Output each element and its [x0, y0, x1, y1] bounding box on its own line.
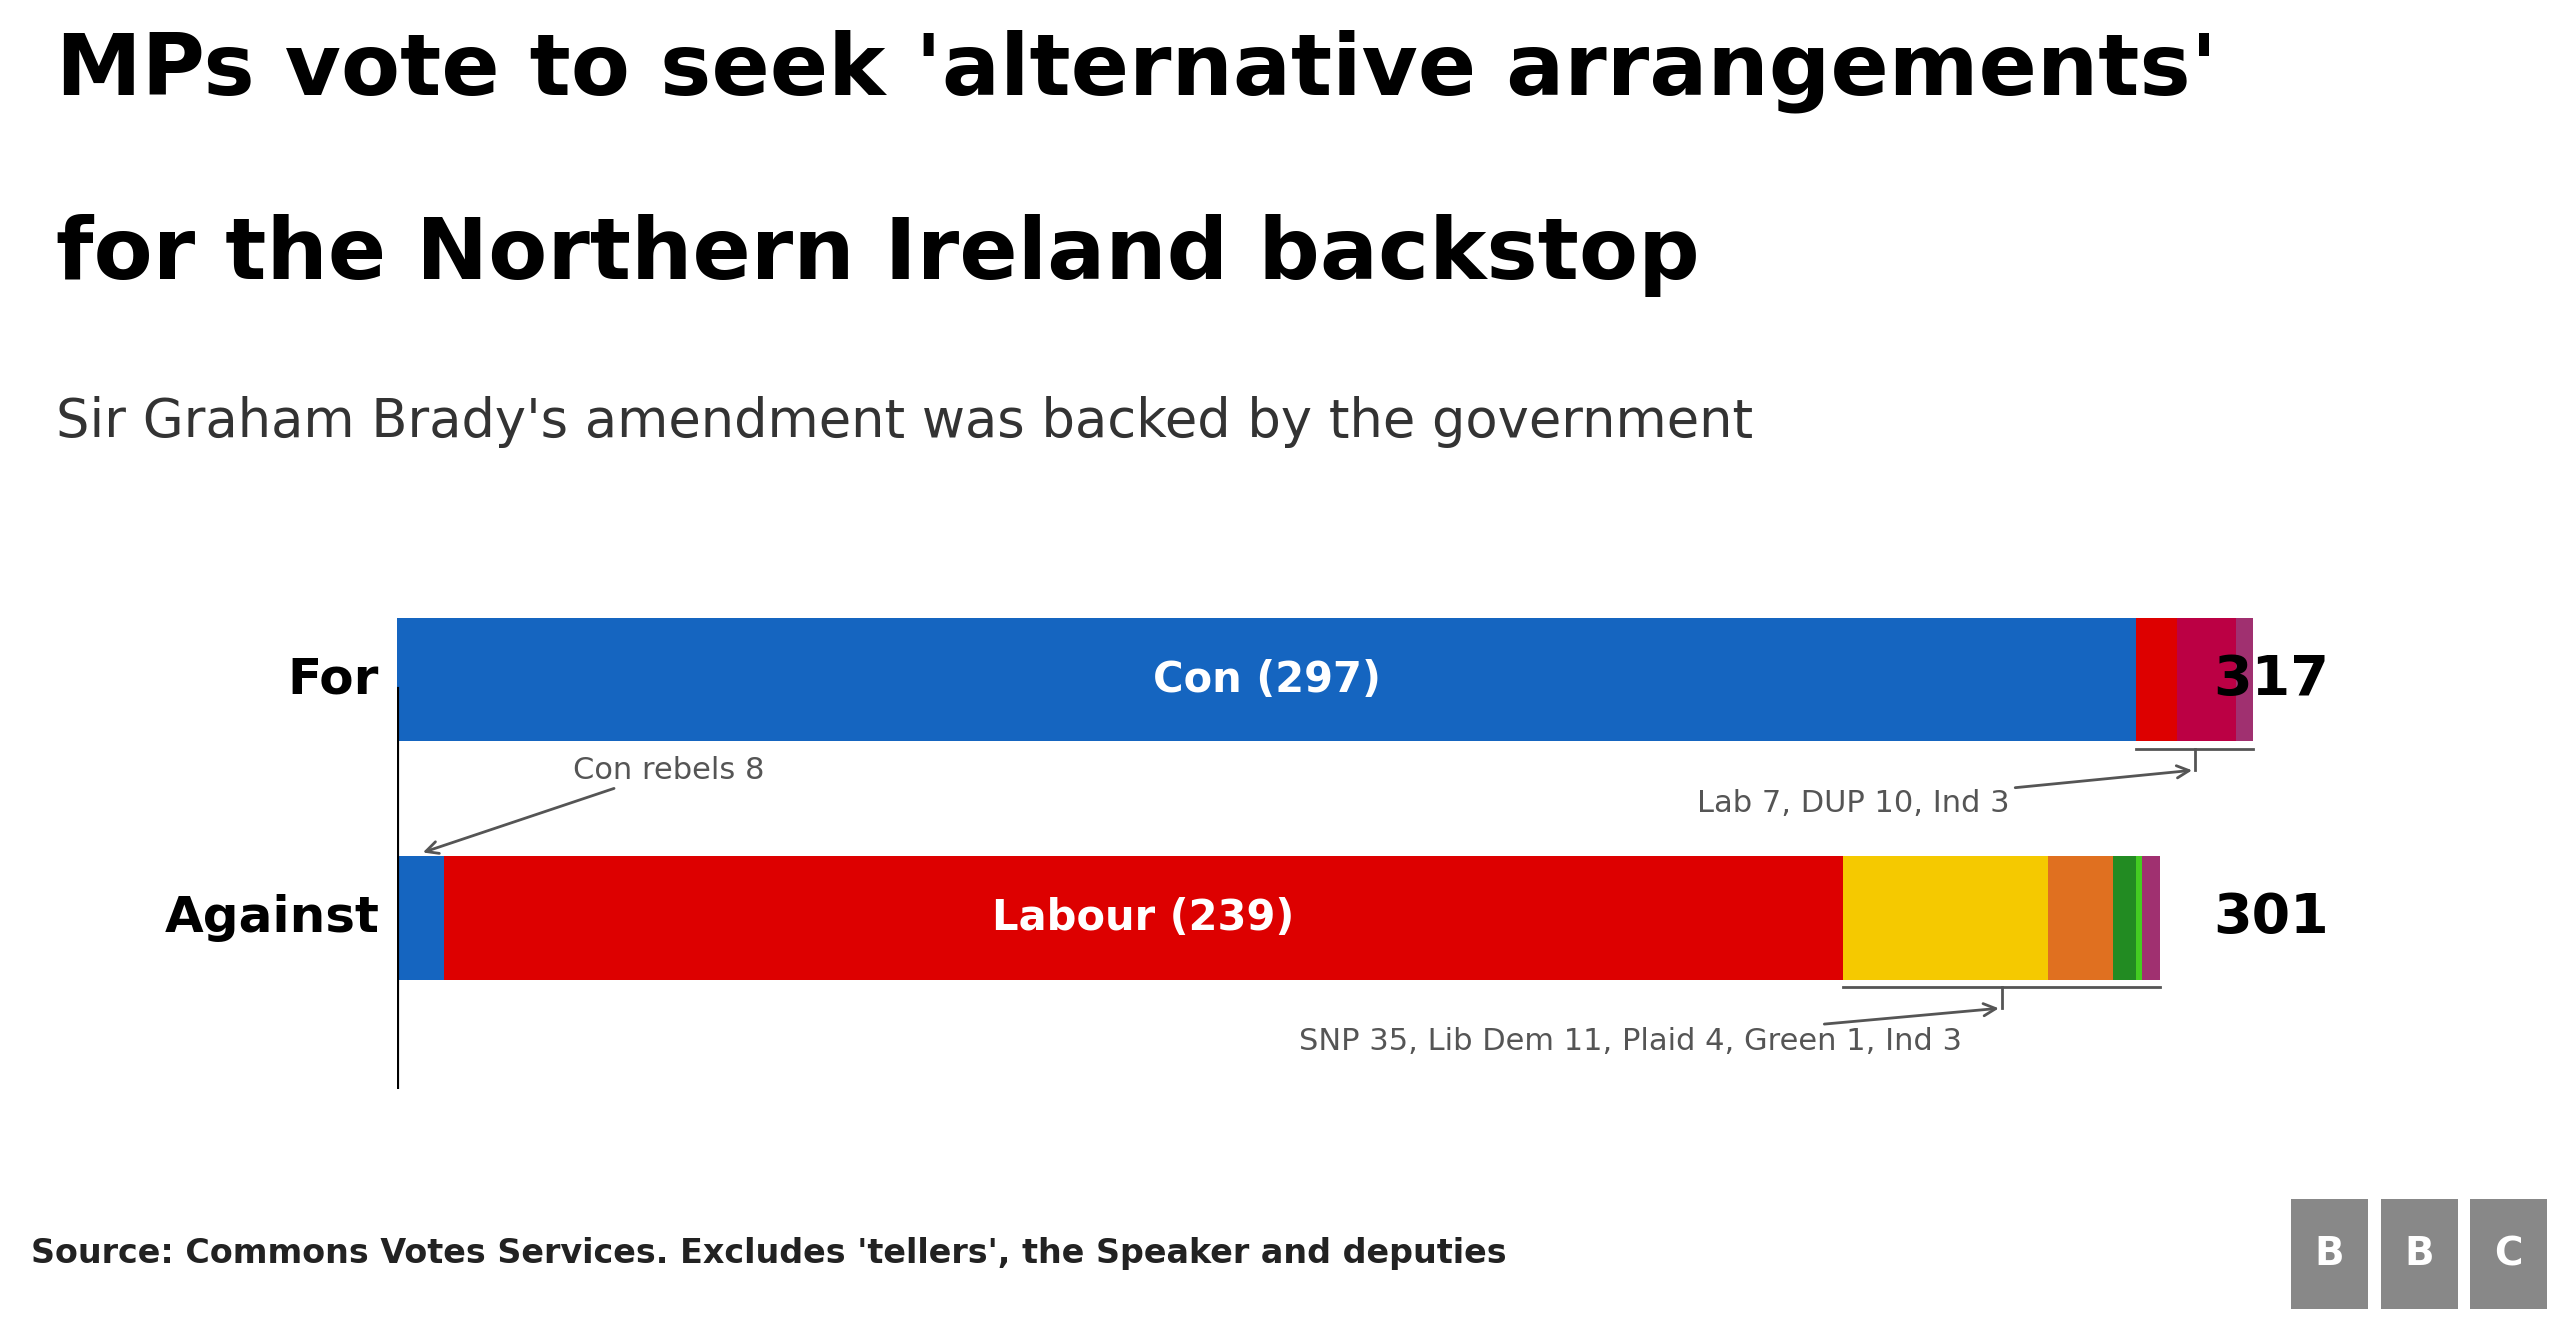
Bar [443, 855, 1843, 979]
Bar [397, 618, 2135, 742]
Text: B: B [2314, 1236, 2345, 1272]
Text: Against: Against [164, 894, 379, 941]
Text: Con rebels 8: Con rebels 8 [425, 756, 763, 854]
Text: 317: 317 [2214, 652, 2330, 706]
Text: Lab 7, DUP 10, Ind 3: Lab 7, DUP 10, Ind 3 [1697, 766, 2189, 818]
Text: For: For [287, 656, 379, 704]
Text: Sir Graham Brady's amendment was backed by the government: Sir Graham Brady's amendment was backed … [56, 396, 1754, 447]
Bar [2048, 855, 2112, 979]
Bar [2235, 618, 2253, 742]
FancyBboxPatch shape [2470, 1199, 2547, 1309]
Bar [2112, 855, 2138, 979]
Bar [2143, 855, 2161, 979]
Text: MPs vote to seek 'alternative arrangements': MPs vote to seek 'alternative arrangemen… [56, 29, 2217, 112]
FancyBboxPatch shape [2381, 1199, 2458, 1309]
Text: for the Northern Ireland backstop: for the Northern Ireland backstop [56, 214, 1700, 297]
Bar [397, 855, 443, 979]
Text: Con (297): Con (297) [1152, 659, 1380, 701]
Bar [2135, 618, 2179, 742]
Bar [2179, 618, 2235, 742]
FancyBboxPatch shape [2291, 1199, 2368, 1309]
Bar [2135, 855, 2143, 979]
Text: Labour (239): Labour (239) [993, 896, 1295, 939]
Bar [1843, 855, 2048, 979]
Text: B: B [2404, 1236, 2435, 1272]
Text: C: C [2493, 1236, 2524, 1272]
Text: 301: 301 [2214, 891, 2330, 945]
Text: SNP 35, Lib Dem 11, Plaid 4, Green 1, Ind 3: SNP 35, Lib Dem 11, Plaid 4, Green 1, In… [1298, 1003, 1997, 1056]
Text: Source: Commons Votes Services. Excludes 'tellers', the Speaker and deputies: Source: Commons Votes Services. Excludes… [31, 1238, 1505, 1270]
